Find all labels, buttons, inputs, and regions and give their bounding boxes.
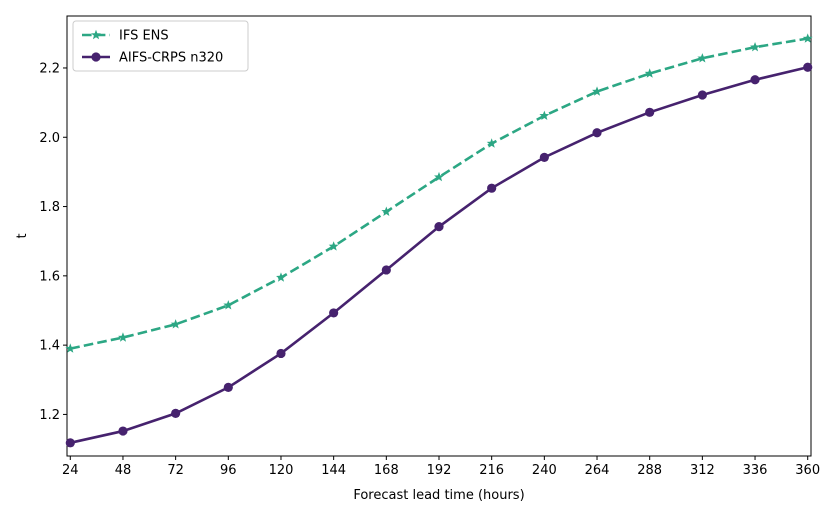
data-point (802, 33, 813, 43)
data-point (170, 319, 181, 329)
data-point (592, 128, 602, 138)
x-tick-label: 120 (269, 463, 294, 478)
x-tick-label: 24 (62, 463, 79, 478)
x-tick-label: 216 (479, 463, 504, 478)
x-tick-label: 192 (427, 463, 452, 478)
series-1 (65, 62, 813, 448)
y-tick-label: 1.2 (39, 408, 60, 423)
x-tick-label: 264 (585, 463, 610, 478)
data-point (750, 75, 760, 85)
data-point (118, 332, 128, 342)
data-point (434, 222, 444, 232)
data-point (592, 86, 602, 96)
y-axis: 1.2 1.4 1.6 1.8 2.0 2.2 (39, 61, 67, 423)
x-tick-label: 240 (532, 463, 557, 478)
data-point (645, 107, 655, 117)
y-tick-label: 1.4 (39, 339, 60, 354)
legend-entry: IFS ENS (82, 29, 169, 44)
legend-marker (91, 29, 101, 40)
data-point (381, 206, 392, 216)
data-point (486, 138, 497, 148)
data-point (118, 426, 128, 436)
x-tick-label: 96 (220, 463, 237, 478)
plot-area (66, 15, 812, 457)
legend-box (72, 20, 249, 72)
data-point (276, 348, 286, 359)
series-line (70, 66, 809, 445)
data-point (329, 308, 339, 318)
data-point (697, 90, 707, 100)
data-point (276, 272, 286, 282)
data-point (381, 265, 391, 275)
data-point (750, 41, 760, 52)
series-0 (65, 33, 813, 353)
legend-label: AIFS-CRPS n320 (119, 51, 223, 66)
data-point (223, 300, 234, 310)
data-point (65, 343, 76, 353)
x-tick-label: 72 (167, 463, 184, 478)
y-tick-label: 2.2 (39, 61, 60, 76)
data-point (487, 183, 497, 193)
data-point (644, 68, 655, 78)
plot-frame (66, 15, 812, 457)
x-tick-label: 336 (743, 463, 768, 478)
data-point (223, 382, 233, 393)
data-point (434, 171, 444, 182)
series-layer (65, 33, 813, 448)
data-point (65, 438, 75, 448)
data-point (539, 110, 550, 120)
legend-entry: AIFS-CRPS n320 (82, 51, 223, 66)
x-tick-label: 168 (374, 463, 399, 478)
x-axis: 24 48 72 96 120 144 168 192 216 240 264 288 312 336 36… (62, 456, 820, 478)
y-axis-label: t (15, 233, 30, 238)
x-tick-label: 360 (795, 463, 820, 478)
x-tick-label: 312 (690, 463, 715, 478)
data-point (328, 241, 339, 251)
data-point (171, 408, 181, 418)
legend: IFS ENS AIFS-CRPS n320 (72, 20, 249, 72)
x-tick-label: 144 (321, 463, 346, 478)
x-axis-label: Forecast lead time (hours) (353, 488, 524, 503)
y-tick-label: 2.0 (39, 131, 60, 146)
legend-marker (91, 52, 101, 62)
y-tick-label: 1.6 (39, 269, 60, 284)
data-point (803, 62, 813, 72)
y-tick-label: 1.8 (39, 200, 60, 215)
x-tick-label: 48 (115, 463, 132, 478)
x-tick-label: 288 (637, 463, 662, 478)
legend-label: IFS ENS (119, 29, 169, 44)
series-line (70, 37, 808, 350)
data-point (697, 53, 708, 63)
data-point (539, 152, 549, 162)
